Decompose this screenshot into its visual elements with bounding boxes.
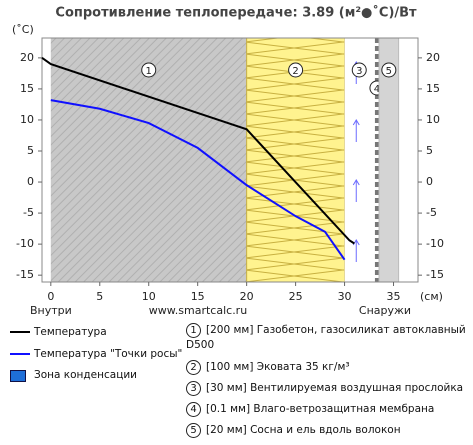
- layer-number: 4: [374, 84, 380, 95]
- x-tick-label: 10: [142, 290, 156, 303]
- watermark: www.smartcalc.ru: [149, 304, 247, 317]
- layer-marker: [141, 62, 157, 78]
- legend-swatch: [10, 331, 30, 333]
- y-tick-label: 15: [20, 82, 34, 95]
- layer-legend-text: [100 мм] Эковата 35 кг/м³: [206, 361, 350, 373]
- y-tick-label: -10: [16, 237, 34, 250]
- chart-title: Сопротивление теплопередаче: 3.89 (м²●˚С…: [55, 5, 417, 21]
- legend-label: Температура "Точки росы": [34, 348, 183, 360]
- x-tick-label: 35: [387, 290, 401, 303]
- layer-legend-text: [0.1 мм] Влаго-ветрозащитная мембрана: [206, 403, 435, 415]
- series-line: [41, 57, 355, 245]
- layer-legend-text: [20 мм] Сосна и ель вдоль волокон: [206, 424, 401, 436]
- y2-tick-label: -10: [426, 237, 444, 250]
- legend-swatch: [10, 353, 30, 355]
- y-tick-label: 20: [20, 51, 34, 64]
- layer-legend-number: 5: [186, 423, 201, 438]
- x-tick-label: 25: [289, 290, 303, 303]
- layer-legend-text: [200 мм] Газобетон, газосиликат автоклав…: [186, 324, 466, 351]
- x-axis-label: (см): [420, 290, 443, 303]
- y2-tick-label: 20: [426, 51, 440, 64]
- y-tick-label: 10: [20, 113, 34, 126]
- y-axis-label: (˚С): [12, 23, 34, 36]
- y2-tick-label: 5: [426, 144, 433, 157]
- legend-swatch: [10, 370, 26, 382]
- legend-label: Температура: [34, 326, 107, 338]
- layer-number: 3: [356, 66, 362, 77]
- layer-legend-row: 1 [200 мм] Газобетон, газосиликат автокла…: [186, 323, 468, 352]
- layer-legend-row: 4 [0.1 мм] Влаго-ветрозащитная мембрана: [186, 402, 468, 417]
- inside-label: Внутри: [30, 304, 72, 317]
- y-tick-label: 0: [27, 175, 34, 188]
- y-tick-label: 5: [27, 144, 34, 157]
- y2-tick-label: 10: [426, 113, 440, 126]
- plot-frame: [41, 37, 419, 283]
- layer-number: 2: [292, 66, 298, 77]
- y-tick-label: -15: [16, 268, 34, 281]
- air-arrow-head: [352, 179, 360, 186]
- layer-legend-number: 2: [186, 360, 201, 375]
- layer-legend-number: 3: [186, 381, 201, 396]
- series-line: [50, 99, 346, 261]
- layer-marker: [288, 62, 304, 78]
- layer-marker: [381, 62, 397, 78]
- air-arrow-head: [352, 119, 360, 126]
- layer-legend-row: 5 [20 мм] Сосна и ель вдоль волокон: [186, 423, 468, 438]
- layer: [246, 37, 346, 283]
- x-tick-label: 15: [191, 290, 205, 303]
- layer-legend-row: 3 [30 мм] Вентилируемая воздушная прослой…: [186, 381, 468, 396]
- layer-legend-number: 1: [186, 323, 201, 338]
- layer-legend-text: [30 мм] Вентилируемая воздушная прослойк…: [206, 382, 464, 394]
- layer-legend-number: 4: [186, 402, 201, 417]
- layer-legend-row: 2 [100 мм] Эковата 35 кг/м³: [186, 360, 468, 375]
- legend-label: Зона конденсации: [34, 369, 138, 381]
- layer-number: 5: [386, 66, 392, 77]
- x-tick-label: 5: [96, 290, 103, 303]
- x-tick-label: 0: [47, 290, 54, 303]
- y2-tick-label: -5: [426, 206, 437, 219]
- y2-tick-label: 0: [426, 175, 433, 188]
- y2-tick-label: -15: [426, 268, 444, 281]
- layer-number: 1: [146, 66, 152, 77]
- y2-tick-label: 15: [426, 82, 440, 95]
- layer-marker: [351, 62, 367, 78]
- x-tick-label: 20: [240, 290, 254, 303]
- outside-label: Снаружи: [359, 304, 411, 317]
- y-tick-label: -5: [23, 206, 34, 219]
- x-tick-label: 30: [338, 290, 352, 303]
